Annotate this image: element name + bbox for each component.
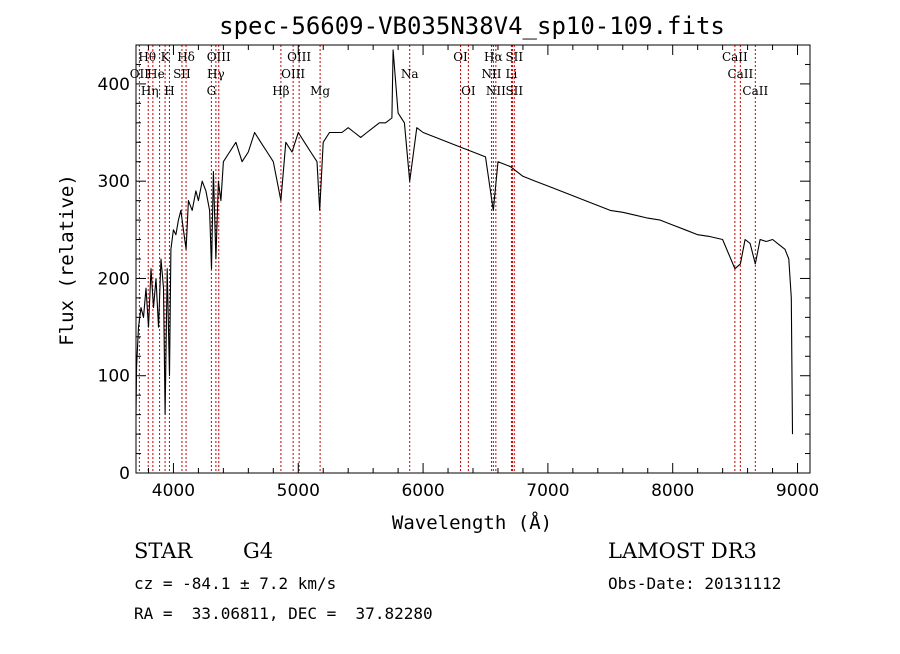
spectral-line-label-1: K bbox=[161, 50, 171, 64]
spectral-line-label-20: G bbox=[207, 84, 217, 98]
spectral-line-label-3: OIII bbox=[207, 50, 231, 64]
spectral-line-label-16: Li bbox=[506, 67, 518, 81]
spectral-line-label-25: SII bbox=[505, 84, 523, 98]
spectral-line-label-14: Na bbox=[401, 67, 419, 81]
x-tick-label: 5000 bbox=[277, 481, 320, 501]
observation-date: Obs-Date: 20131112 bbox=[608, 574, 782, 593]
spectral-line-label-17: CaII bbox=[727, 67, 753, 81]
spectral-line-label-22: Mg bbox=[310, 84, 330, 98]
spectral-line-markers bbox=[138, 45, 756, 473]
plot-frame bbox=[135, 44, 811, 474]
spectral-line-label-15: NII bbox=[481, 67, 501, 81]
spectral-line-label-9: OII bbox=[130, 67, 150, 81]
spectral-line-label-12: Hγ bbox=[207, 67, 225, 81]
x-tick-label: 6000 bbox=[401, 481, 444, 501]
x-tick-label: 8000 bbox=[651, 481, 694, 501]
spectral-line-label-26: CaII bbox=[742, 84, 768, 98]
y-tick-label: 400 bbox=[98, 75, 130, 95]
spectral-subclass: G4 bbox=[243, 539, 274, 563]
spectral-line-label-24: NII bbox=[486, 84, 506, 98]
y-tick-label: 200 bbox=[98, 269, 130, 289]
y-tick-label: 300 bbox=[98, 172, 130, 192]
y-axis-label: Flux (relative) bbox=[56, 174, 78, 346]
x-axis-label: Wavelength (Å) bbox=[392, 511, 552, 534]
spectral-line-label-21: Hβ bbox=[272, 84, 289, 98]
spectral-line-label-2: Hδ bbox=[177, 50, 195, 64]
spectral-line-label-0: Hθ bbox=[138, 50, 156, 64]
spectral-line-label-10: He bbox=[147, 67, 165, 81]
object-type: STAR bbox=[134, 539, 193, 563]
spectral-line-label-11: SII bbox=[173, 67, 191, 81]
x-tick-label: 4000 bbox=[152, 481, 195, 501]
coordinates-readout: RA = 33.06811, DEC = 37.82280 bbox=[134, 604, 433, 623]
spectral-line-label-13: OIII bbox=[281, 67, 305, 81]
spectral-line-label-5: OI bbox=[453, 50, 468, 64]
x-tick-label: 9000 bbox=[776, 481, 819, 501]
axis-ticks: 4000 5000 6000 7000 8000 9000 0 100 200 300 400 bbox=[98, 44, 819, 501]
survey-name: LAMOST DR3 bbox=[608, 539, 757, 563]
spectral-line-label-4: OIII bbox=[287, 50, 311, 64]
spectrum-line-flux bbox=[135, 49, 794, 435]
spectral-line-label-6: Hα bbox=[484, 50, 503, 64]
spectral-line-label-19: H bbox=[164, 84, 174, 98]
spectrum-series bbox=[135, 49, 794, 435]
spectral-line-label-7: SII bbox=[505, 50, 523, 64]
y-tick-label: 100 bbox=[98, 367, 130, 387]
spectral-line-label-23: OI bbox=[461, 84, 476, 98]
x-tick-label: 7000 bbox=[526, 481, 569, 501]
spectral-line-label-18: Hη bbox=[141, 84, 159, 98]
spectral-line-label-8: CaII bbox=[722, 50, 748, 64]
velocity-readout: cz = -84.1 ± 7.2 km/s bbox=[134, 574, 337, 593]
y-tick-label: 0 bbox=[119, 464, 130, 484]
chart-title: spec-56609-VB035N38V4_sp10-109.fits bbox=[219, 12, 725, 40]
